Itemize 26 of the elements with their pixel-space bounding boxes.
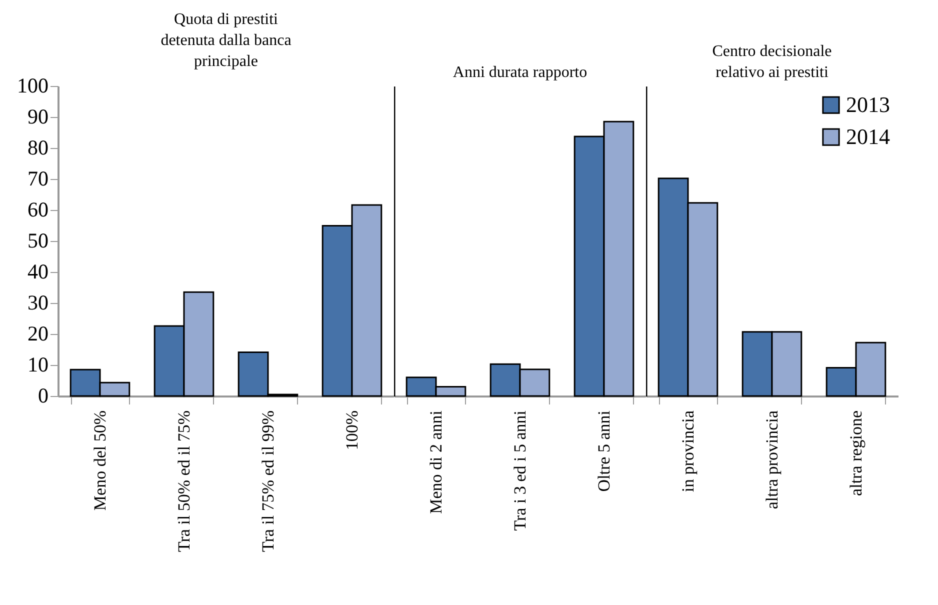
y-tick-label: 60 (28, 198, 48, 222)
legend-label: 2014 (846, 124, 890, 149)
x-tick-label: 100% (342, 410, 362, 450)
y-tick-label: 90 (28, 104, 48, 128)
legend-label: 2013 (846, 92, 890, 117)
x-tick-label: Tra i 3 ed i 5 anni (510, 410, 530, 531)
y-tick-label: 20 (28, 322, 48, 346)
x-tick-label: altra regione (846, 410, 866, 496)
y-tick-label: 40 (28, 260, 48, 284)
y-tick-label: 50 (28, 228, 48, 252)
y-tick-label: 80 (28, 136, 48, 160)
x-tick-label: Tra il 75% ed il 99% (258, 410, 278, 552)
x-tick-label: in provincia (678, 410, 698, 492)
x-tick-label: Meno di 2 anni (426, 410, 446, 514)
chart-title: Centro decisionale relativo ai prestiti (712, 43, 832, 81)
chart-title: Quota di prestiti detenuta dalla banca principale (160, 11, 292, 70)
y-tick-label: 10 (28, 352, 48, 376)
y-tick-label: 70 (28, 166, 48, 190)
y-tick-label: 30 (28, 290, 48, 314)
y-tick-label: 100 (17, 74, 48, 98)
x-tick-label: Meno del 50% (90, 410, 110, 511)
x-tick-label: Oltre 5 anni (594, 410, 614, 492)
x-tick-label: Tra il 50% ed il 75% (174, 410, 194, 552)
x-tick-label: altra provincia (762, 410, 782, 510)
chart-title: Anni durata rapporto (452, 64, 588, 81)
y-tick-label: 0 (38, 384, 48, 408)
